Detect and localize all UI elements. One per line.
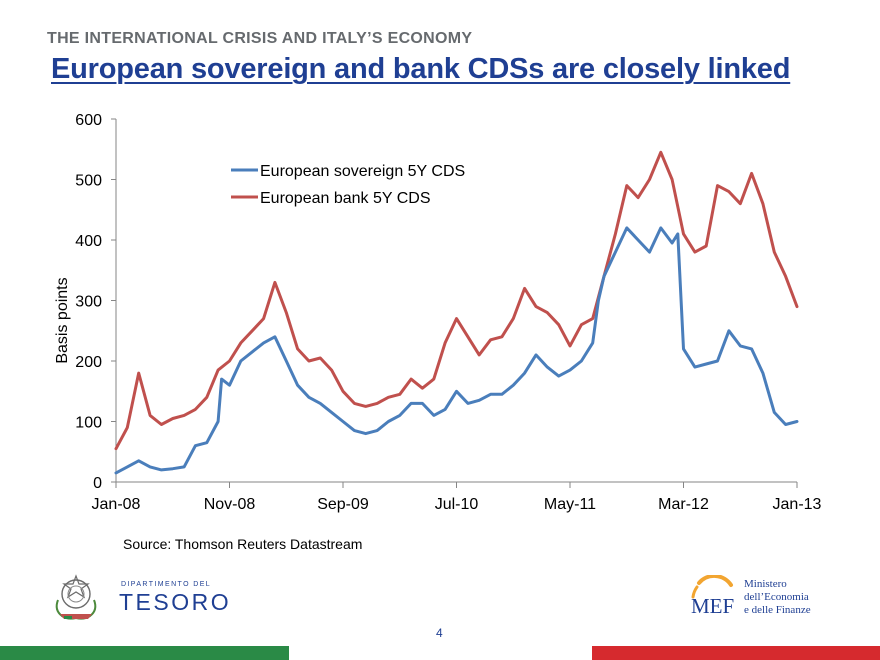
series-line-bank (114, 150, 799, 451)
slide-kicker: THE INTERNATIONAL CRISIS AND ITALY’S ECO… (47, 30, 473, 47)
x-tick-label: May-11 (544, 496, 596, 513)
y-tick-label: 500 (75, 173, 102, 190)
page-number: 4 (436, 626, 443, 640)
cds-line-chart: 0 100 200 300 400 500 600 Jan-08 Nov-08 Sep-09 Jul… (54, 112, 822, 513)
tesoro-department-label: Dipartimento del (121, 581, 212, 588)
mef-line-3: e delle Finanze (744, 604, 811, 616)
x-tick-label: Jan-08 (92, 496, 141, 513)
series-line-sovereign (114, 226, 799, 475)
mef-logo-icon: MEF (691, 575, 734, 618)
mef-line-1: Ministero (744, 578, 787, 590)
legend-label-sovereign: European sovereign 5Y CDS (260, 163, 465, 180)
y-tick-label: 400 (75, 233, 102, 250)
footer-band-red (592, 646, 880, 660)
y-axis-label: Basis points (54, 277, 71, 363)
source-note: Source: Thomson Reuters Datastream (123, 536, 363, 552)
y-tick-label: 600 (75, 112, 102, 129)
footer-band-green (0, 646, 289, 660)
y-tick-label: 200 (75, 354, 102, 371)
legend-label-bank: European bank 5Y CDS (260, 190, 430, 207)
x-tick-label: Mar-12 (658, 496, 709, 513)
tesoro-logo-text: TESORO (119, 589, 232, 615)
mef-ministry-name: Ministero dell’Economia e delle Finanze (744, 578, 811, 617)
x-tick-label: Jul-10 (435, 496, 479, 513)
italian-emblem-icon (55, 574, 97, 620)
x-tick-label: Sep-09 (317, 496, 369, 513)
x-tick-label: Jan-13 (773, 496, 822, 513)
y-tick-label: 300 (75, 294, 102, 311)
y-tick-label: 0 (93, 475, 102, 492)
mef-line-2: dell’Economia (744, 591, 809, 603)
slide-title: European sovereign and bank CDSs are clo… (51, 53, 791, 85)
mef-logo-text: MEF (691, 594, 734, 618)
x-tick-label: Nov-08 (204, 496, 256, 513)
y-tick-label: 100 (75, 415, 102, 432)
